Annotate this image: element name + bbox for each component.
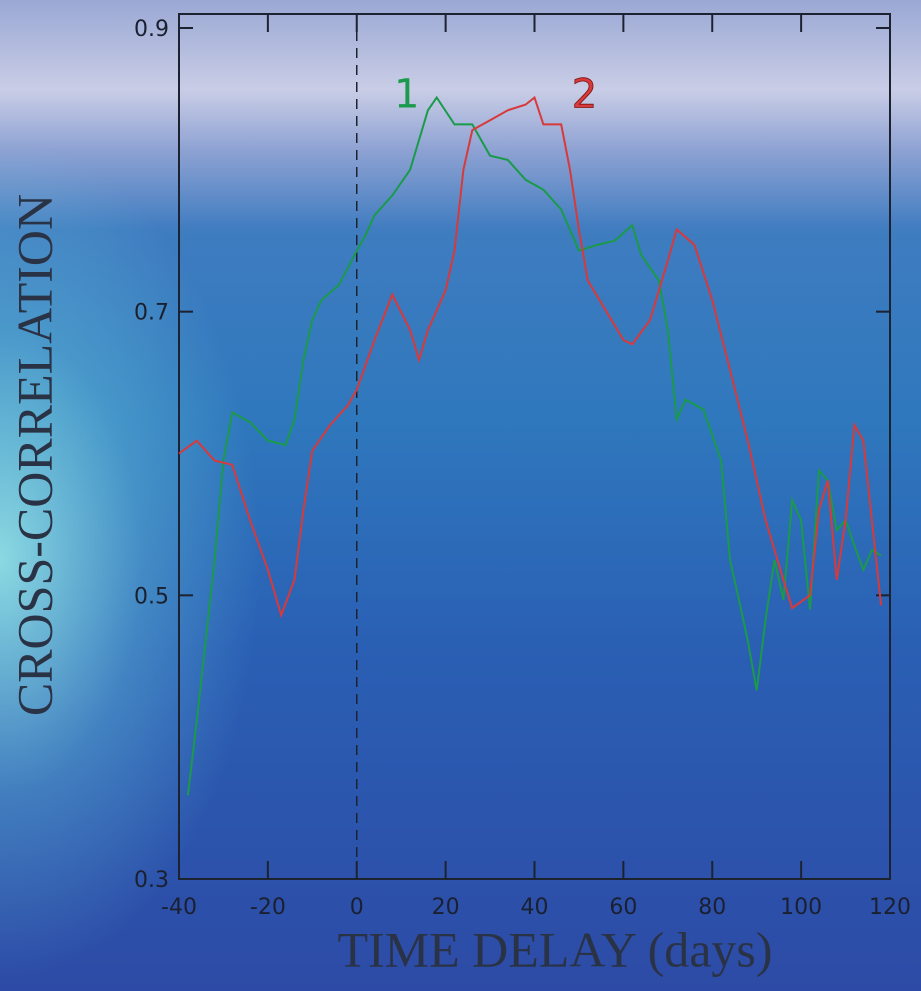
y-tick-label: 0.7 bbox=[134, 301, 169, 326]
y-axis-title: CROSS-CORRELATION bbox=[6, 194, 62, 716]
x-tick-label: 20 bbox=[432, 895, 460, 920]
x-tick-label: 100 bbox=[780, 895, 822, 920]
y-tick-label: 0.3 bbox=[134, 868, 169, 893]
chart: TIME DELAY (days) CROSS-CORRELATION 0.3 0… bbox=[0, 0, 921, 991]
series-label: 2 bbox=[572, 71, 597, 117]
x-tick-label: 0 bbox=[350, 895, 364, 920]
x-axis-title: TIME DELAY (days) bbox=[337, 921, 772, 977]
line-series bbox=[188, 98, 881, 796]
x-tick-label: 80 bbox=[698, 895, 726, 920]
x-tick-label: 60 bbox=[609, 895, 637, 920]
y-tick-label: 0.5 bbox=[134, 584, 169, 609]
x-tick-label: -20 bbox=[250, 895, 286, 920]
x-tick-label: 40 bbox=[521, 895, 549, 920]
series-label: 1 bbox=[394, 71, 419, 117]
plot-frame bbox=[179, 14, 890, 879]
x-tick-label: 120 bbox=[869, 895, 911, 920]
page: TIME DELAY (days) CROSS-CORRELATION 0.3 0… bbox=[0, 0, 921, 991]
y-tick-label: 0.9 bbox=[134, 17, 169, 42]
x-tick-label: -40 bbox=[161, 895, 197, 920]
line-series bbox=[179, 98, 881, 616]
